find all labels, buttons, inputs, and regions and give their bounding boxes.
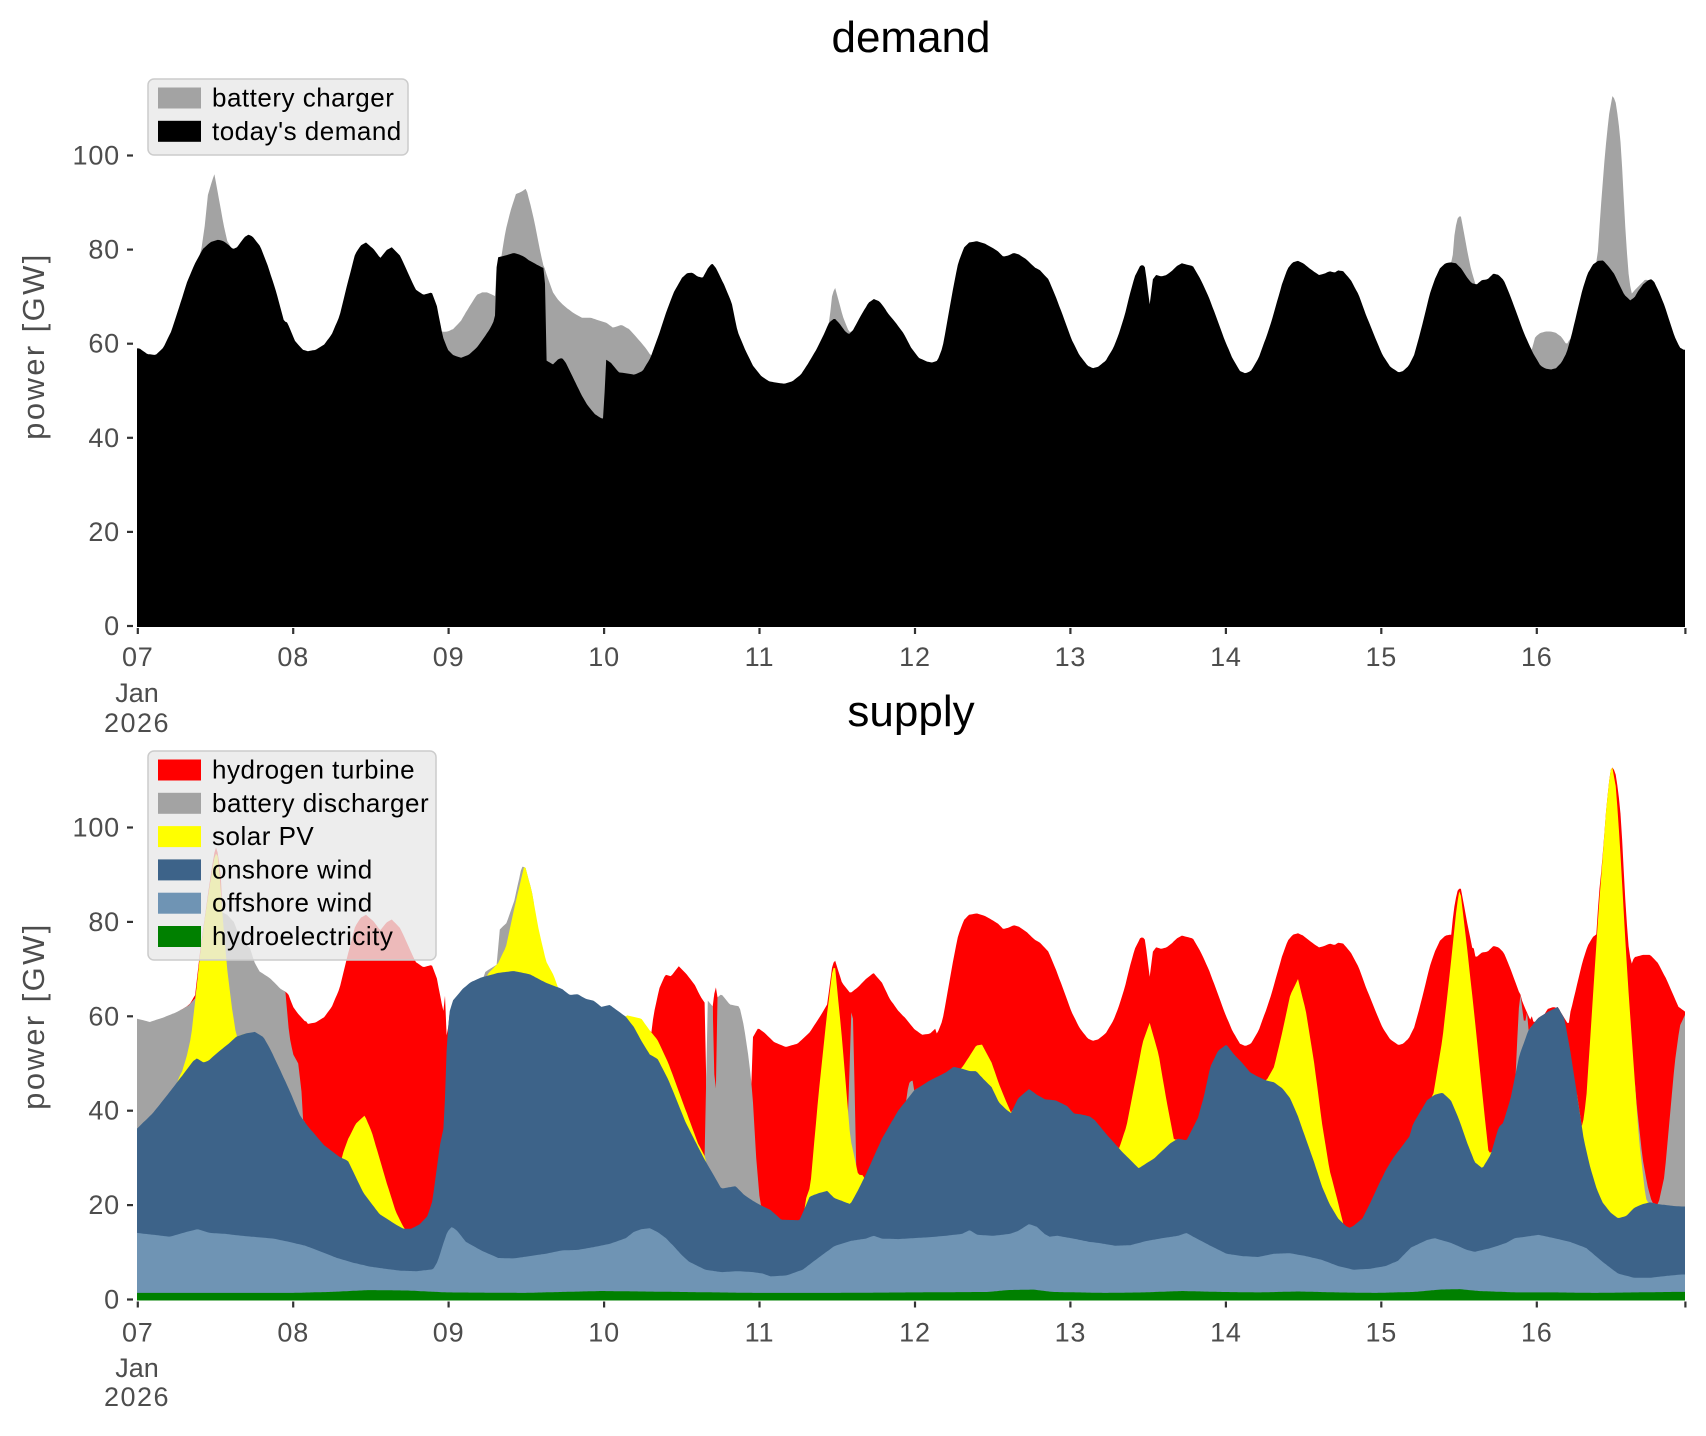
svg-text:today's demand: today's demand xyxy=(212,116,402,146)
svg-text:100: 100 xyxy=(73,813,120,843)
svg-text:Jan: Jan xyxy=(115,678,159,708)
svg-text:16: 16 xyxy=(1521,1318,1553,1348)
svg-text:hydrogen turbine: hydrogen turbine xyxy=(212,755,415,785)
svg-text:power [GW]: power [GW] xyxy=(16,922,51,1110)
svg-text:08: 08 xyxy=(277,642,309,672)
svg-text:2026: 2026 xyxy=(104,1382,170,1412)
svg-text:0: 0 xyxy=(104,1285,120,1315)
svg-text:07: 07 xyxy=(122,1318,154,1348)
svg-text:hydroelectricity: hydroelectricity xyxy=(212,921,393,951)
svg-text:13: 13 xyxy=(1055,642,1087,672)
svg-text:14: 14 xyxy=(1210,642,1242,672)
svg-text:100: 100 xyxy=(73,141,120,171)
svg-text:15: 15 xyxy=(1365,1318,1397,1348)
svg-text:0: 0 xyxy=(104,611,120,641)
svg-text:09: 09 xyxy=(433,1318,465,1348)
svg-text:12: 12 xyxy=(899,642,931,672)
svg-text:16: 16 xyxy=(1521,642,1553,672)
svg-text:solar PV: solar PV xyxy=(212,821,314,851)
svg-text:15: 15 xyxy=(1365,642,1397,672)
svg-text:supply: supply xyxy=(847,687,974,736)
svg-text:09: 09 xyxy=(433,642,465,672)
svg-text:11: 11 xyxy=(745,1318,775,1348)
svg-text:demand: demand xyxy=(831,13,990,62)
svg-text:60: 60 xyxy=(88,329,120,359)
svg-text:20: 20 xyxy=(88,1190,120,1220)
svg-text:Jan: Jan xyxy=(115,1353,159,1383)
svg-text:onshore wind: onshore wind xyxy=(212,854,373,884)
svg-text:40: 40 xyxy=(88,423,120,453)
svg-text:08: 08 xyxy=(277,1318,309,1348)
svg-text:20: 20 xyxy=(88,517,120,547)
svg-text:offshore wind: offshore wind xyxy=(212,888,373,918)
svg-text:12: 12 xyxy=(899,1318,931,1348)
svg-text:80: 80 xyxy=(88,235,120,265)
svg-text:11: 11 xyxy=(745,642,775,672)
svg-text:2026: 2026 xyxy=(104,708,170,738)
svg-text:battery discharger: battery discharger xyxy=(212,788,429,818)
svg-text:80: 80 xyxy=(88,907,120,937)
svg-text:battery charger: battery charger xyxy=(212,83,394,113)
svg-text:14: 14 xyxy=(1210,1318,1242,1348)
svg-text:40: 40 xyxy=(88,1096,120,1126)
svg-text:07: 07 xyxy=(122,642,154,672)
svg-text:10: 10 xyxy=(588,1318,620,1348)
svg-text:power [GW]: power [GW] xyxy=(16,252,51,440)
svg-text:60: 60 xyxy=(88,1001,120,1031)
svg-text:10: 10 xyxy=(588,642,620,672)
svg-text:13: 13 xyxy=(1055,1318,1087,1348)
